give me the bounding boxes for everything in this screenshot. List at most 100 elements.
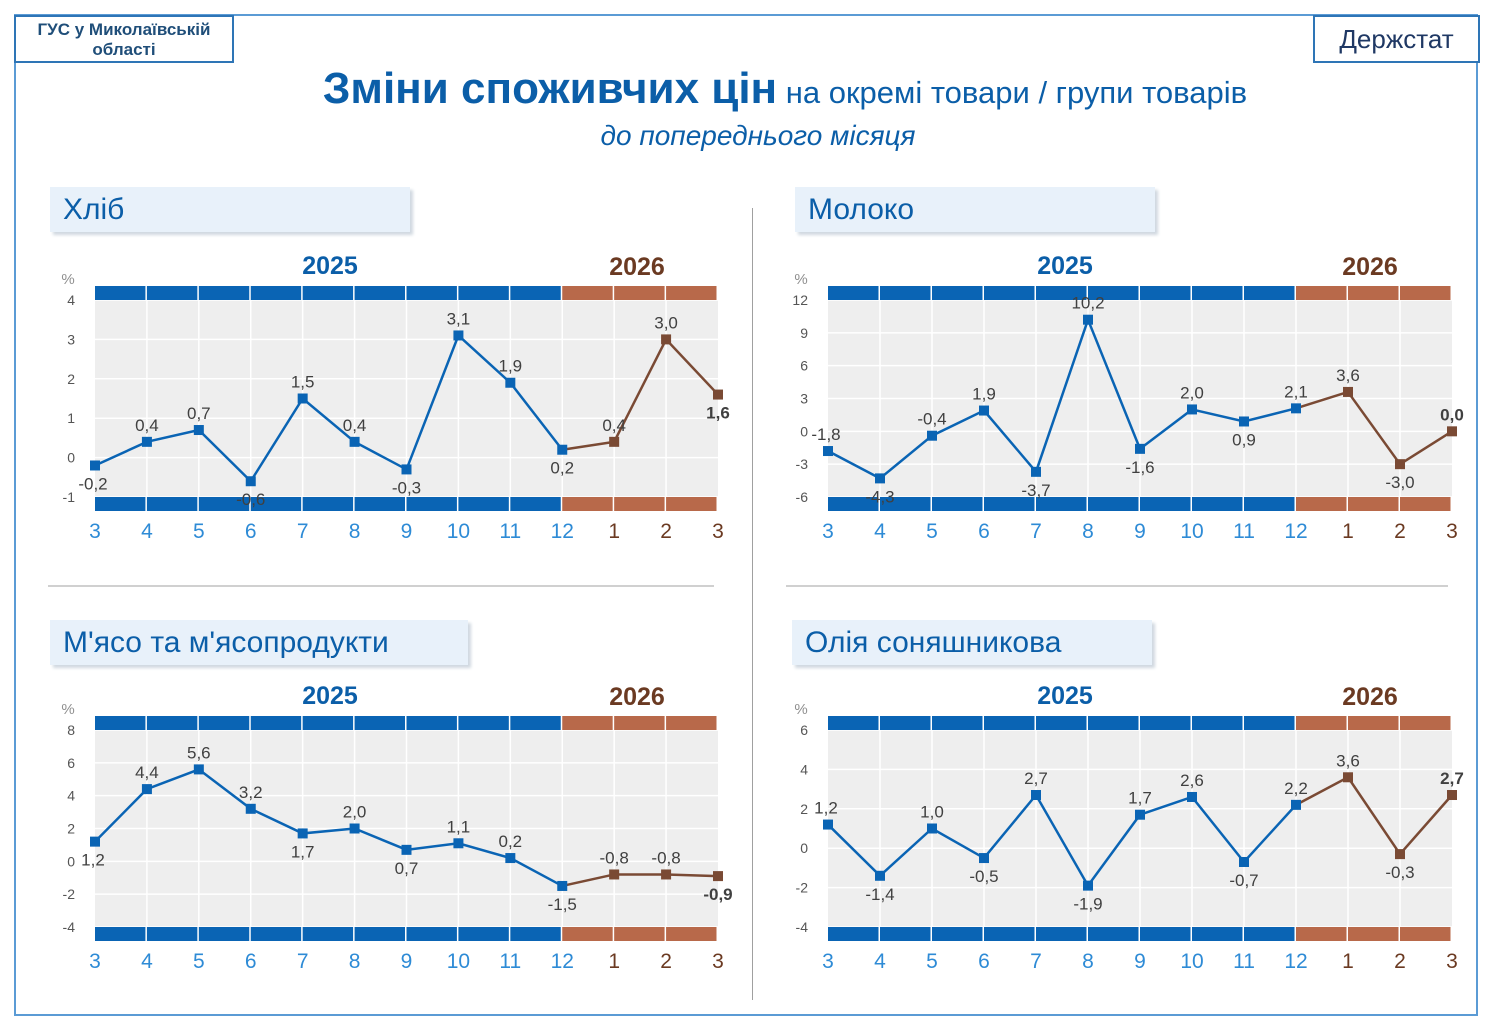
year-band-top-segment — [1140, 716, 1191, 730]
x-tick-label: 8 — [349, 950, 361, 973]
year-band-top-segment — [666, 716, 717, 730]
vertical-divider — [752, 208, 753, 1000]
year-band-bottom-segment — [1348, 497, 1399, 511]
year-band-top-segment — [146, 286, 198, 300]
data-point-marker — [979, 405, 989, 416]
year-band-bottom-segment — [1036, 497, 1087, 511]
year-band-top-segment — [302, 286, 354, 300]
data-label: 2,1 — [1284, 382, 1308, 401]
year-label-2026: 2026 — [1342, 683, 1398, 711]
year-label-2026: 2026 — [609, 253, 665, 281]
data-label: 1,2 — [814, 799, 838, 818]
year-band-top-segment — [406, 716, 457, 730]
data-label: 0,4 — [135, 416, 159, 435]
data-point-marker — [875, 473, 885, 484]
org-line-2: області — [92, 40, 156, 59]
y-unit-label: % — [794, 271, 807, 288]
year-band-top-segment — [406, 286, 457, 300]
data-point-marker — [609, 869, 620, 880]
x-tick-label: 10 — [1180, 950, 1203, 973]
x-tick-label: 7 — [297, 520, 309, 543]
data-label: 1,6 — [706, 404, 730, 423]
x-tick-label: 10 — [1180, 520, 1203, 543]
year-label-2025: 2025 — [1037, 252, 1093, 280]
year-band-bottom-segment — [1244, 497, 1295, 511]
year-band-top-segment — [932, 286, 983, 300]
data-point-marker — [245, 476, 256, 487]
panel-title-bread: Хліб — [50, 187, 410, 232]
panel-title-meat: М'ясо та м'ясопродукти — [50, 620, 468, 665]
y-tick-label: -4 — [796, 919, 809, 935]
data-label: -1,5 — [548, 895, 577, 914]
year-label-2025: 2025 — [1037, 682, 1093, 710]
year-band-bottom-segment — [406, 927, 457, 941]
y-tick-label: 2 — [800, 801, 808, 817]
year-band-bottom-segment — [666, 927, 717, 941]
data-label: 0,4 — [602, 416, 626, 435]
y-tick-label: 4 — [67, 292, 75, 308]
y-tick-label: -2 — [796, 880, 809, 896]
data-point-marker — [713, 389, 723, 400]
y-tick-label: 4 — [67, 788, 75, 804]
year-band-bottom-segment — [458, 927, 509, 941]
x-tick-label: 3 — [1446, 520, 1458, 543]
data-label: -0,8 — [600, 848, 629, 867]
data-label: -1,4 — [865, 885, 894, 904]
data-point-marker — [557, 444, 568, 455]
year-band-bottom-segment — [1088, 497, 1139, 511]
y-tick-label: 1 — [67, 410, 75, 426]
x-tick-label: 3 — [712, 520, 724, 543]
data-label: 2,0 — [343, 803, 367, 822]
series-line-2025 — [94, 333, 564, 484]
data-point-marker — [1291, 403, 1301, 414]
data-label: 0,4 — [343, 416, 367, 435]
data-label: -4,3 — [865, 487, 894, 506]
data-point-marker — [1239, 856, 1249, 867]
data-point-marker — [453, 838, 464, 849]
year-band-top-segment — [510, 286, 561, 300]
year-band-top-segment — [1348, 716, 1399, 730]
y-tick-label: 4 — [800, 761, 808, 777]
year-band-top-segment — [562, 716, 613, 730]
x-tick-label: 8 — [1082, 520, 1094, 543]
year-band-bottom-segment — [354, 497, 405, 511]
y-tick-label: 12 — [792, 292, 808, 308]
page-subtitle: до попереднього місяця — [600, 120, 916, 151]
data-point-marker — [661, 869, 672, 880]
y-tick-label: 6 — [67, 755, 75, 771]
year-band-bottom-segment — [1400, 497, 1451, 511]
data-point-marker — [1135, 809, 1145, 820]
year-band-top-segment — [1244, 716, 1295, 730]
data-label: 2,2 — [1284, 779, 1308, 798]
data-label: 1,2 — [81, 851, 105, 870]
x-tick-label: 1 — [1342, 950, 1354, 973]
year-band-bottom-segment — [510, 497, 561, 511]
x-tick-label: 3 — [822, 950, 834, 973]
x-tick-label: 9 — [401, 520, 413, 543]
data-point-marker — [349, 436, 360, 447]
data-label: 0,0 — [1440, 405, 1464, 424]
data-label: -0,3 — [1385, 863, 1414, 882]
data-point-marker — [661, 334, 672, 345]
data-point-marker — [1031, 790, 1041, 801]
data-label: -0,6 — [236, 490, 265, 509]
title-main: Зміни споживчих цін — [322, 64, 778, 113]
data-point-marker — [141, 784, 152, 795]
year-band-bottom-segment — [614, 927, 665, 941]
series-line-2025 — [94, 767, 563, 888]
year-band-top-segment — [146, 716, 198, 730]
year-band-bottom-segment — [828, 497, 879, 511]
x-tick-label: 2 — [1394, 950, 1406, 973]
year-band-top-segment — [458, 286, 509, 300]
x-tick-label: 4 — [874, 520, 886, 543]
data-label: -0,5 — [969, 867, 998, 886]
x-tick-label: 1 — [608, 950, 620, 973]
x-tick-label: 4 — [141, 520, 153, 543]
year-band-top-segment — [510, 716, 561, 730]
year-band-top-segment — [828, 716, 879, 730]
x-tick-label: 12 — [551, 950, 574, 973]
